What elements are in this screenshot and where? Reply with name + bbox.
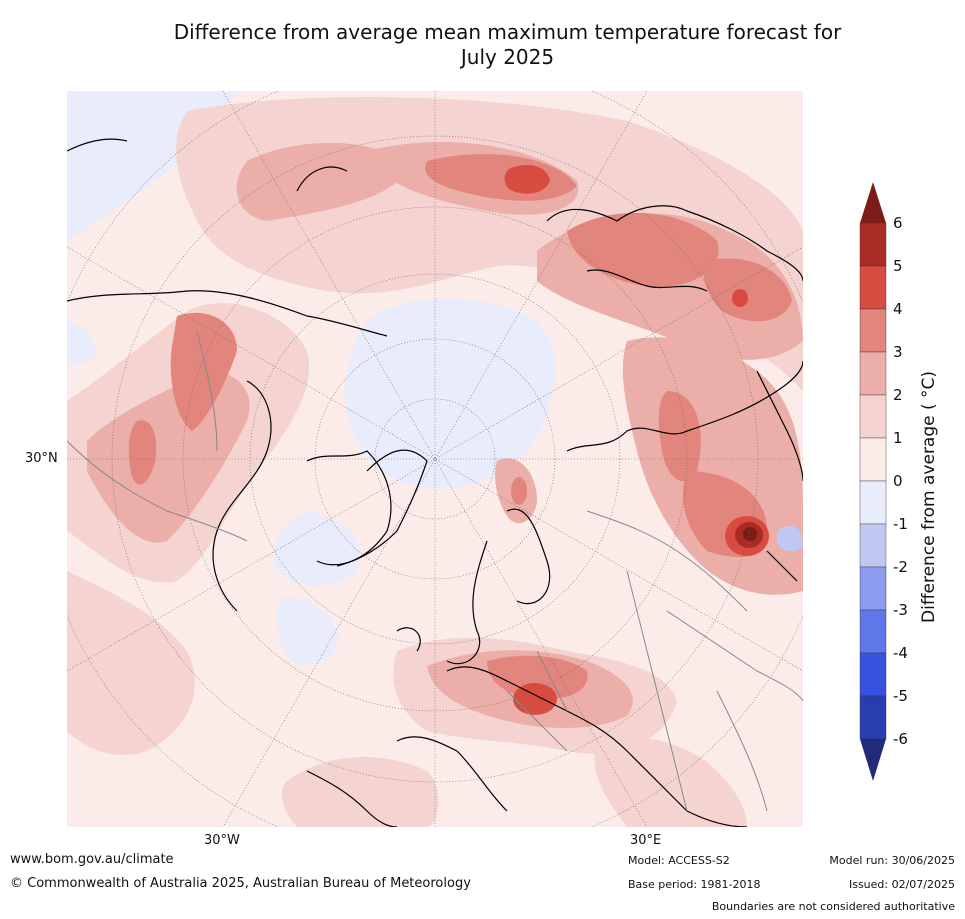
colorbar-band — [859, 308, 887, 353]
colorbar-tick-label: 1 — [893, 429, 903, 447]
anomaly-region-warm-6-asia — [743, 527, 757, 541]
country-borders — [67, 330, 803, 812]
colorbar-band — [859, 566, 887, 611]
colorbar-band — [859, 222, 887, 267]
colorbar-band — [859, 652, 887, 697]
anomaly-region-cool-east-asia — [777, 526, 803, 552]
graticule — [67, 91, 803, 827]
anomaly-region-cool-pacific-2 — [67, 321, 96, 366]
footer-base-period: Base period: 1981-2018 — [628, 878, 761, 891]
anomaly-region-warm-3-europe — [487, 655, 588, 700]
title-line-2: July 2025 — [460, 45, 555, 69]
colorbar-tick-label: -2 — [893, 558, 908, 576]
anomaly-region-warm-1-atlantic — [67, 571, 195, 755]
anomaly-region-warm-4a — [504, 165, 550, 194]
colorbar-band — [859, 351, 887, 396]
colorbar-tick-label: 5 — [893, 257, 903, 275]
forecast-map — [67, 91, 803, 827]
colorbar-band — [859, 394, 887, 439]
colorbar-band — [859, 265, 887, 310]
colorbar-label: Difference from average ( °C) — [919, 370, 939, 623]
anomaly-region-warm-3c — [703, 258, 792, 322]
map-svg — [67, 91, 803, 827]
coastlines — [67, 138, 803, 827]
lat-label-30n: 30°N — [25, 451, 58, 466]
footer-model: Model: ACCESS-S2 — [628, 854, 730, 867]
anomaly-region-cool-atlantic — [273, 511, 360, 586]
colorbar-top-arrow — [860, 182, 886, 223]
colorbar-tick-label: -1 — [893, 515, 908, 533]
colorbar-band — [859, 437, 887, 482]
anomaly-region-warm-3-asia-a — [658, 391, 701, 482]
chart-title: Difference from average mean maximum tem… — [0, 20, 965, 70]
lon-label-30w: 30°W — [204, 833, 240, 848]
colorbar-tick-label: 6 — [893, 214, 903, 232]
colorbar-band — [859, 523, 887, 568]
anomaly-region-warm-1-middle-east — [594, 737, 747, 827]
colorbar-tick-label: 3 — [893, 343, 903, 361]
title-line-1: Difference from average mean maximum tem… — [173, 20, 842, 44]
anomaly-region-cool-atlantic-2 — [276, 596, 339, 665]
colorbar-band — [859, 480, 887, 525]
footer-copyright: © Commonwealth of Australia 2025, Austra… — [10, 876, 471, 891]
lon-label-30e: 30°E — [630, 833, 662, 848]
colorbar-band — [859, 695, 887, 740]
anomaly-region-warm-3-america — [170, 312, 237, 431]
anomaly-region-warm-3-america-b — [128, 420, 157, 485]
colorbar-tick-label: -4 — [893, 644, 908, 662]
anomaly-region-warm-2-america — [87, 371, 250, 543]
anomaly-region-cool-arctic — [344, 298, 556, 490]
colorbar-tick-label: 4 — [893, 300, 903, 318]
footer-disclaimer: Boundaries are not considered authoritat… — [711, 900, 955, 913]
footer-issued: Issued: 02/07/2025 — [848, 878, 955, 891]
colorbar-tick-label: -3 — [893, 601, 908, 619]
colorbar — [859, 182, 887, 781]
anomaly-region-warm-4b — [732, 289, 748, 307]
anomaly-region-warm-3b — [567, 212, 719, 287]
anomaly-region-warm-1-africa — [281, 757, 439, 827]
colorbar-tick-label: -5 — [893, 687, 908, 705]
colorbar-tick-label: 2 — [893, 386, 903, 404]
anomaly-region-warm-scandinavia-3 — [511, 477, 527, 505]
anomaly-region-warm-4-europe — [513, 683, 557, 715]
anomaly-region-warm-2a — [236, 142, 407, 221]
colorbar-bottom-arrow — [860, 739, 886, 781]
colorbar-tick-label: 0 — [893, 472, 903, 490]
footer-model-run: Model run: 30/06/2025 — [829, 854, 955, 867]
footer-url[interactable]: www.bom.gov.au/climate — [10, 852, 174, 867]
colorbar-band — [859, 609, 887, 654]
colorbar-tick-label: -6 — [893, 730, 908, 748]
